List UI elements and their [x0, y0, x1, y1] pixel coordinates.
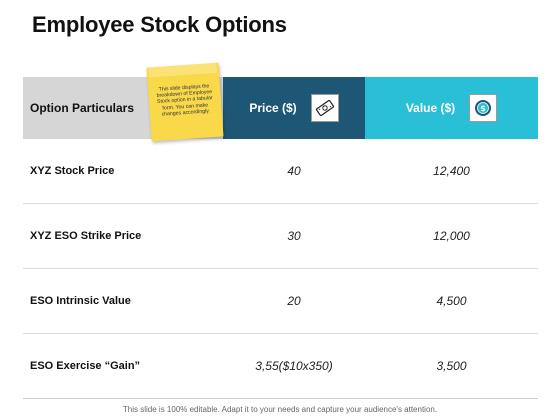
row-value: 3,500: [436, 359, 467, 373]
sticky-note: This slide displays the breakdown of Emp…: [146, 62, 224, 142]
table-row: ESO Intrinsic Value 20 4,500: [23, 269, 538, 334]
row-value: 12,400: [433, 164, 470, 178]
header-value: Value ($) $: [365, 77, 538, 139]
page-title: Employee Stock Options: [32, 12, 287, 37]
row-label: XYZ ESO Strike Price: [30, 230, 142, 242]
row-price: 30: [287, 229, 301, 243]
dollar-bill-icon: [310, 94, 339, 122]
header-first-label: Option Particulars: [30, 101, 135, 115]
header-price-label: Price ($): [249, 101, 297, 115]
table-row: XYZ ESO Strike Price 30 12,000: [23, 204, 538, 269]
row-price: 3,55($10x350): [255, 359, 333, 373]
row-label: ESO Intrinsic Value: [30, 295, 131, 307]
row-price: 40: [287, 164, 301, 178]
table-header: Option Particulars Price ($) Value ($): [23, 77, 538, 139]
row-label: XYZ Stock Price: [30, 165, 115, 177]
table-row: XYZ Stock Price 40 12,400: [23, 139, 538, 204]
row-value: 12,000: [433, 229, 470, 243]
options-table: Option Particulars Price ($) Value ($): [23, 77, 538, 399]
row-price: 20: [287, 294, 301, 308]
header-price: Price ($): [223, 77, 365, 139]
header-value-label: Value ($): [405, 101, 456, 115]
table-row: ESO Exercise “Gain” 3,55($10x350) 3,500: [23, 334, 538, 399]
footer-text: This slide is 100% editable. Adapt it to…: [122, 405, 438, 414]
row-label: ESO Exercise “Gain”: [30, 360, 141, 372]
dollar-coin-icon: $: [469, 94, 498, 122]
svg-text:$: $: [480, 104, 486, 113]
row-value: 4,500: [436, 294, 467, 308]
sticky-tape: [148, 62, 218, 78]
sticky-note-text: This slide displays the breakdown of Emp…: [156, 83, 213, 118]
